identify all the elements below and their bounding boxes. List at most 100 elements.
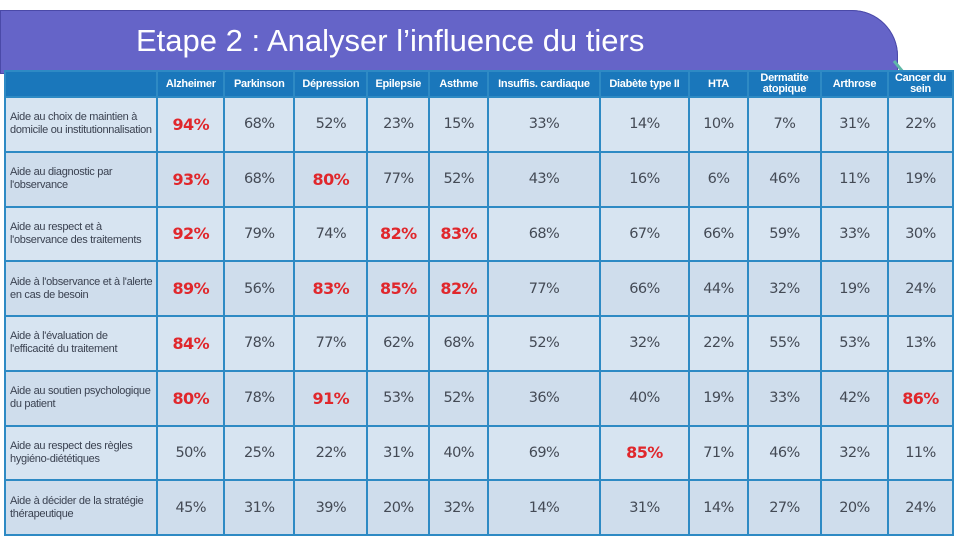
table-row: Aide au soutien psychologique du patient… (6, 371, 952, 425)
table-cell: 79% (225, 207, 294, 261)
table-cell: 84% (158, 317, 224, 370)
table-cell: 52% (430, 371, 488, 425)
row-label: Aide à l'évaluation de l'efficacité du t… (6, 317, 157, 370)
table-cell: 69% (489, 426, 599, 480)
column-header: Epilepsie (368, 72, 429, 96)
table-cell: 24% (888, 481, 952, 534)
header-corner (6, 72, 157, 96)
table-cell: 32% (600, 317, 689, 370)
column-header: Diabète type II (600, 72, 689, 96)
table-cell: 16% (600, 152, 689, 206)
table-cell: 31% (600, 481, 689, 534)
table-cell: 30% (888, 207, 952, 261)
table-cell: 33% (489, 98, 599, 151)
table-cell: 43% (489, 152, 599, 206)
table-cell: 44% (690, 262, 747, 315)
table-cell: 14% (489, 481, 599, 534)
table-cell: 85% (368, 262, 429, 315)
table-cell: 52% (430, 152, 488, 206)
table-cell: 66% (600, 262, 689, 315)
table-cell: 22% (295, 426, 367, 480)
table-cell: 33% (748, 371, 820, 425)
row-label: Aide au diagnostic par l'observance (6, 152, 157, 206)
table-cell: 31% (821, 98, 887, 151)
table-cell: 82% (368, 207, 429, 261)
row-label: Aide au choix de maintien à domicile ou … (6, 98, 157, 151)
table-cell: 93% (158, 152, 224, 206)
table-cell: 78% (225, 371, 294, 425)
table-cell: 80% (158, 371, 224, 425)
column-header: Arthrose (821, 72, 887, 96)
table-cell: 56% (225, 262, 294, 315)
table-cell: 39% (295, 481, 367, 534)
table-cell: 24% (888, 262, 952, 315)
table-row: Aide au respect des règles hygiéno-diété… (6, 426, 952, 480)
column-header: Asthme (430, 72, 488, 96)
table-cell: 23% (368, 98, 429, 151)
table-cell: 77% (489, 262, 599, 315)
table-cell: 20% (368, 481, 429, 534)
table-cell: 46% (748, 152, 820, 206)
table-cell: 80% (295, 152, 367, 206)
table-cell: 74% (295, 207, 367, 261)
column-header: Parkinson (225, 72, 294, 96)
table-cell: 62% (368, 317, 429, 370)
table-cell: 14% (600, 98, 689, 151)
table-cell: 50% (158, 426, 224, 480)
table-cell: 33% (821, 207, 887, 261)
table-cell: 19% (821, 262, 887, 315)
table-cell: 6% (690, 152, 747, 206)
column-header: Cancer du sein (888, 72, 952, 96)
table-cell: 10% (690, 98, 747, 151)
table-cell: 7% (748, 98, 820, 151)
table-cell: 83% (295, 262, 367, 315)
table-row: Aide au diagnostic par l'observance 93% 68… (6, 152, 952, 206)
table-row: Aide au respect et à l'observance des tr… (6, 207, 952, 261)
table-cell: 89% (158, 262, 224, 315)
table-row: Aide à l'observance et à l'alerte en cas… (6, 262, 952, 315)
table-cell: 52% (489, 317, 599, 370)
table-cell: 32% (748, 262, 820, 315)
table-cell: 52% (295, 98, 367, 151)
table-cell: 22% (888, 98, 952, 151)
row-label: Aide à décider de la stratégie thérapeut… (6, 481, 157, 534)
table-cell: 11% (888, 426, 952, 480)
table-cell: 66% (690, 207, 747, 261)
table-cell: 40% (430, 426, 488, 480)
table-cell: 77% (295, 317, 367, 370)
slide-title: Etape 2 : Analyser l’influence du tiers (136, 23, 645, 58)
table-cell: 94% (158, 98, 224, 151)
column-header: Alzheimer (158, 72, 224, 96)
table-row: Aide à l'évaluation de l'efficacité du t… (6, 317, 952, 370)
column-header: HTA (690, 72, 747, 96)
table-cell: 83% (430, 207, 488, 261)
table-cell: 25% (225, 426, 294, 480)
table-cell: 11% (821, 152, 887, 206)
data-table-container: Alzheimer Parkinson Dépression Epilepsie Ast… (4, 70, 954, 536)
row-label: Aide au soutien psychologique du patient (6, 371, 157, 425)
table-cell: 20% (821, 481, 887, 534)
table-cell: 22% (690, 317, 747, 370)
header-row: Alzheimer Parkinson Dépression Epilepsie Ast… (6, 72, 952, 96)
table-cell: 13% (888, 317, 952, 370)
table-cell: 68% (430, 317, 488, 370)
table-cell: 92% (158, 207, 224, 261)
table-cell: 68% (489, 207, 599, 261)
column-header: Insuffis. cardiaque (489, 72, 599, 96)
table-cell: 71% (690, 426, 747, 480)
column-header: Dépression (295, 72, 367, 96)
table-cell: 36% (489, 371, 599, 425)
table-body: Aide au choix de maintien à domicile ou … (6, 98, 952, 534)
table-cell: 19% (690, 371, 747, 425)
table-cell: 31% (368, 426, 429, 480)
table-cell: 45% (158, 481, 224, 534)
table-cell: 67% (600, 207, 689, 261)
table-cell: 53% (368, 371, 429, 425)
row-label: Aide au respect des règles hygiéno-diété… (6, 426, 157, 480)
table-cell: 31% (225, 481, 294, 534)
row-label: Aide à l'observance et à l'alerte en cas… (6, 262, 157, 315)
table-cell: 27% (748, 481, 820, 534)
column-header: Dermatite atopique (748, 72, 820, 96)
table-row: Aide au choix de maintien à domicile ou … (6, 98, 952, 151)
influence-table: Alzheimer Parkinson Dépression Epilepsie Ast… (4, 70, 954, 536)
